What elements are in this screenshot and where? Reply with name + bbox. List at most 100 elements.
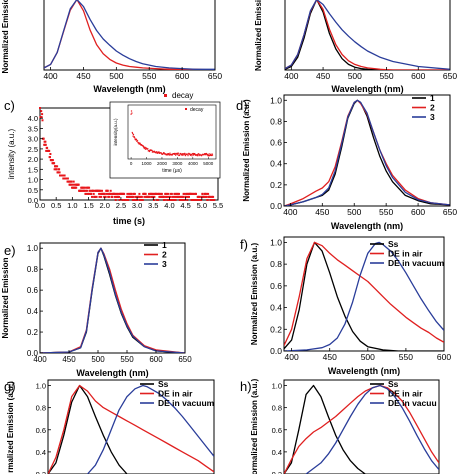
y-axis-label-a: Normalized Emission [1,0,10,73]
decay-point [130,192,133,195]
decay-point [87,192,90,195]
y-tick-label-c-2: 1.0 [28,176,38,185]
inset-point [138,143,140,145]
y-tick-label-h-3: 0.8 [272,404,282,413]
decay-point [157,199,160,201]
series-group-a [44,0,215,70]
y-tick-label-h-4: 1.0 [272,382,282,391]
decay-point [172,195,175,198]
decay-point [158,192,161,195]
x-tick-label-a-2: 500 [109,71,123,81]
decay-point [99,189,102,192]
panel-h: 0.2 0.4 0.6 0.8 1.0 ormalized Emission (a.u.)… [240,378,440,474]
y-tick-label-f-0: 0.0 [270,346,282,356]
panel-a: 400 450 500 550 600 650 Wavelength (nm) Normali… [1,0,222,94]
inset-point [160,152,162,154]
decay-point [212,195,215,198]
x-tick-label-d-0: 400 [283,207,297,217]
x-tick-label-e-0: 400 [33,355,47,364]
decay-point [203,195,206,198]
decay-point [70,180,73,183]
decay-point [40,116,43,119]
inset-point [182,154,184,156]
y-tick-label-e-3: 0.6 [27,286,39,295]
x-tick-label-a-0: 400 [43,71,57,81]
decay-point [180,195,183,198]
x-tick-label-a-1: 450 [76,71,90,81]
decay-point [39,107,41,109]
inset-point [175,154,177,156]
x-tick-label-e-5: 650 [178,355,192,364]
decay-point [153,195,156,198]
inset-point [132,134,135,136]
panel-label-g: g) [4,379,16,394]
decay-point [84,189,87,192]
series-line-d-3 [284,99,450,206]
decay-point [165,195,168,198]
y-tick-label-d-5: 1.0 [270,95,282,105]
decay-point [190,192,193,195]
decay-point [201,192,204,195]
decay-point [209,195,212,198]
inset-point [204,153,206,155]
panel-c: 0.0 0.5 1.0 1.5 2.0 2.5 3.0 3.5 4.0 4.5 5.0 5.50.00… [4,91,223,226]
decay-point [143,195,146,198]
inset-point [130,110,133,112]
legend-label-d-3: 3 [430,112,435,122]
inset-point [144,146,146,148]
y-tick-label-h-2: 0.6 [272,426,282,435]
y-axis-label-d: Normalized Emission (a.u.) [242,99,251,202]
legend-label-d-1: 1 [430,93,435,103]
decay-point [200,195,203,198]
decay-point [82,186,85,189]
y-axis-label-f: Normalized Emission (a.u.) [250,243,259,346]
x-tick-label-b-1: 450 [316,71,330,81]
legend-label-g-1: Ss [158,379,169,389]
inset-point [196,155,198,157]
legend-label-h-3: DE in vacuu [388,398,437,408]
x-tick-label-b-2: 500 [348,71,362,81]
decay-point [53,162,56,165]
panel-label-e: e) [4,243,16,258]
y-tick-label-f-3: 0.6 [270,281,282,291]
decay-point [92,192,95,195]
decay-point [206,199,209,201]
decay-point [91,195,93,198]
inset-point [177,152,179,154]
x-axis-label-b: Wavelength (nm) [331,84,403,94]
decay-point [44,140,47,143]
y-tick-label-c-3: 1.5 [28,165,38,174]
inset-point [203,153,205,155]
x-tick-label-f-0: 400 [285,352,299,362]
inset-point [198,153,200,155]
legend-label-d-2: 2 [430,103,435,113]
legend-label-g-3: DE in vacuum [158,398,215,408]
decay-point [58,168,61,171]
x-axis-label-d: Wavelength (nm) [331,221,403,231]
legend-swatch-c [164,94,167,97]
decay-point [174,199,177,201]
decay-point [193,199,196,201]
decay-point [134,195,137,198]
panel-g: 0.2 0.4 0.6 0.8 1.0 rmalized Emission (a.u.)g… [4,379,215,474]
decay-point [148,192,150,195]
decay-point [170,192,173,195]
decay-point [140,195,143,198]
series-line-b-1 [285,0,450,70]
decay-point [204,192,207,195]
decay-point [151,195,154,198]
decay-point [51,159,54,162]
inset-x-tick-label-5: 5000 [203,161,214,166]
x-tick-label-c-10: 5.0 [197,201,207,210]
inset-x-tick-label-2: 2000 [157,161,168,166]
legend-label-h-1: Ss [388,379,399,389]
decay-point [46,146,49,149]
inset-point [164,153,167,155]
series-line-e-3 [40,247,185,353]
decay-point [138,199,141,201]
inset-point [166,153,169,155]
inset-point [155,152,157,154]
y-tick-label-e-2: 0.4 [27,307,39,316]
x-tick-label-e-4: 600 [149,355,163,364]
inset-point [163,152,165,154]
